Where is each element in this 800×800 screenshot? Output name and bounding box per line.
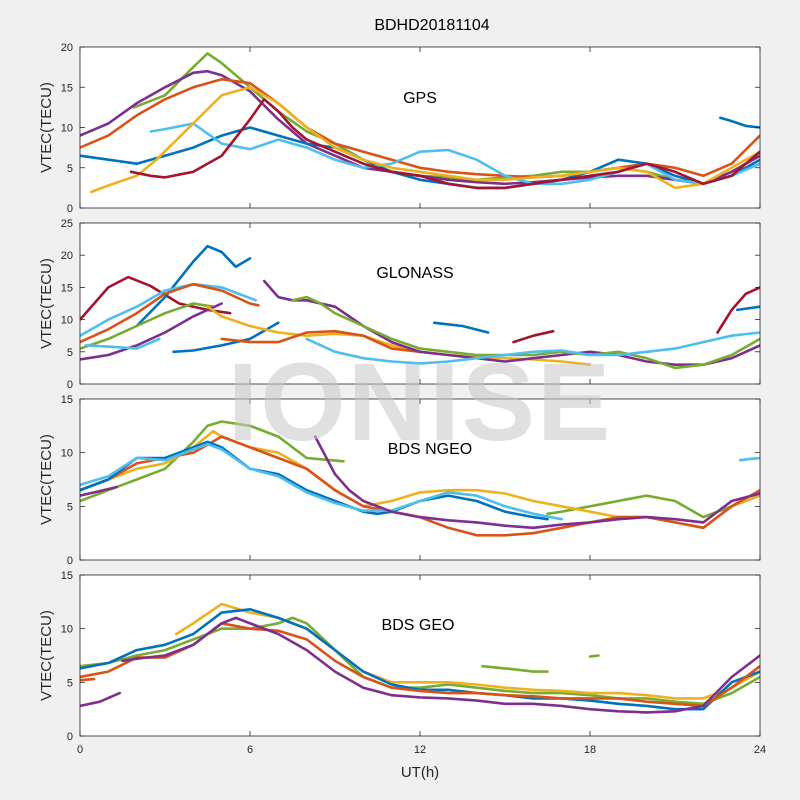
series-line-2 <box>175 602 760 700</box>
panels: 0 5 10 15 20 VTEC(TECU) GPS 0 5 10 15 20 25 VTEC(TECU… <box>38 42 766 756</box>
y-tick-label: 10 <box>61 123 73 135</box>
y-axis-title: VTEC(TECU) <box>38 258 55 349</box>
y-tick-label: 15 <box>61 570 73 582</box>
series-line-9 <box>588 654 600 658</box>
series-line-8 <box>719 116 760 129</box>
series-line-3 <box>80 282 257 337</box>
series-line-8 <box>172 321 280 354</box>
series-line-6 <box>80 691 121 708</box>
series-line-6 <box>80 442 563 521</box>
series-line-8 <box>80 485 119 497</box>
series-line-7 <box>84 337 161 350</box>
y-tick-label: 0 <box>67 555 73 567</box>
panel-3: 0 5 10 15 VTEC(TECU) BDS NGEO <box>38 394 761 567</box>
x-tick-label: 18 <box>584 744 596 756</box>
series-line-5 <box>80 440 549 521</box>
panel-label: GLONASS <box>376 265 453 282</box>
y-tick-label: 20 <box>61 250 73 262</box>
x-tick-label: 0 <box>77 744 83 756</box>
y-tick-label: 15 <box>61 282 73 294</box>
series-line-8 <box>481 664 549 673</box>
y-tick-label: 5 <box>67 501 73 513</box>
series-group <box>80 52 760 194</box>
y-axis-title: VTEC(TECU) <box>38 82 55 173</box>
series-line-2 <box>546 494 760 519</box>
x-tick-label: 24 <box>754 744 766 756</box>
y-tick-label: 5 <box>67 163 73 175</box>
plot-area <box>80 399 760 560</box>
series-line-5 <box>80 302 215 350</box>
series-line-16 <box>716 286 760 334</box>
panel-label: BDS NGEO <box>388 441 472 458</box>
y-tick-label: 10 <box>61 448 73 460</box>
plot-area <box>80 575 760 736</box>
plot-area <box>80 47 760 208</box>
y-tick-label: 5 <box>67 677 73 689</box>
series-line-7 <box>129 98 760 190</box>
y-tick-label: 15 <box>61 82 73 94</box>
panel-4: 0 6 12 18 24 0 5 10 15 VTEC(TECU) BDS GEO <box>38 570 766 756</box>
series-group <box>80 602 760 714</box>
x-axis-title: UT(h) <box>401 764 439 781</box>
x-tick-label: 12 <box>414 744 426 756</box>
y-tick-label: 25 <box>61 218 73 230</box>
panel-label: GPS <box>403 90 437 107</box>
series-line-5 <box>149 122 760 186</box>
series-line-7 <box>80 677 96 682</box>
y-tick-label: 5 <box>67 347 73 359</box>
series-line-13 <box>305 331 760 365</box>
series-line-14 <box>432 321 490 334</box>
series-line-17 <box>736 305 760 312</box>
figure-title: BDHD20181104 <box>374 17 489 34</box>
x-tick-label: 6 <box>247 744 253 756</box>
series-line-1 <box>80 275 232 321</box>
y-tick-label: 0 <box>67 731 73 743</box>
series-line-9 <box>738 456 760 462</box>
series-group <box>80 244 760 370</box>
series-line-2 <box>135 244 252 328</box>
series-line-7 <box>313 435 760 530</box>
series-line-5 <box>121 616 760 714</box>
y-tick-label: 20 <box>61 42 73 54</box>
y-tick-label: 10 <box>61 624 73 636</box>
y-tick-label: 0 <box>67 203 73 215</box>
series-line-15 <box>512 329 555 344</box>
panel-2: 0 5 10 15 20 25 VTEC(TECU) GLONASS <box>38 218 761 391</box>
y-tick-label: 0 <box>67 379 73 391</box>
series-line-1 <box>80 420 345 503</box>
series-line-6 <box>90 86 760 194</box>
watermark-logo: IONISE <box>228 341 613 464</box>
series-line-10 <box>220 329 422 354</box>
y-tick-label: 10 <box>61 315 73 327</box>
panel-label: BDS GEO <box>382 617 455 634</box>
panel-1: 0 5 10 15 20 VTEC(TECU) GPS <box>38 42 761 215</box>
y-tick-label: 15 <box>61 394 73 406</box>
series-line-6 <box>80 302 223 361</box>
series-line-11 <box>262 279 760 366</box>
y-axis-title: VTEC(TECU) <box>38 434 55 525</box>
series-group <box>80 420 760 537</box>
y-axis-title: VTEC(TECU) <box>38 610 55 701</box>
series-line-4 <box>80 282 260 344</box>
